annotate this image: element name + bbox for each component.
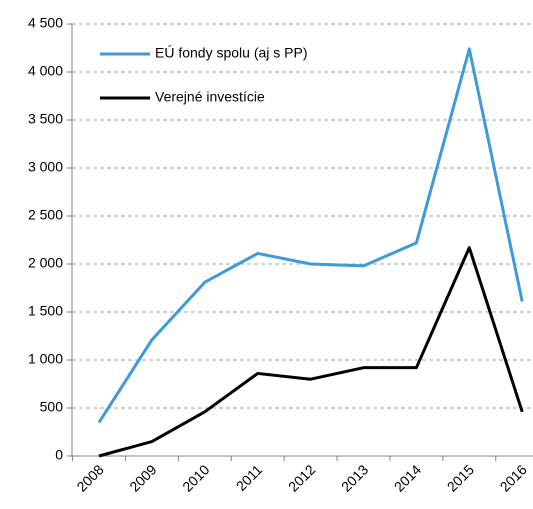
- y-tick-label: 2 000: [28, 255, 63, 271]
- x-tick-label: 2014: [391, 461, 424, 494]
- y-tick-label: 3 000: [28, 159, 63, 175]
- x-tick-label: 2011: [233, 461, 266, 494]
- legend-label: Verejné investície: [155, 89, 265, 105]
- y-tick-label: 1 000: [28, 351, 63, 367]
- x-tick-label: 2015: [444, 461, 477, 494]
- x-tick-label: 2009: [126, 461, 159, 494]
- y-tick-label: 1 500: [28, 303, 63, 319]
- x-tick-label: 2008: [73, 461, 106, 494]
- y-tick-label: 500: [40, 399, 64, 415]
- x-tick-label: 2016: [497, 461, 530, 494]
- x-tick-label: 2013: [338, 461, 371, 494]
- y-tick-label: 2 500: [28, 207, 63, 223]
- x-tick-label: 2012: [285, 461, 318, 494]
- series-line: [98, 246, 524, 458]
- y-tick-label: 4 000: [28, 63, 63, 79]
- y-tick-label: 0: [55, 447, 63, 463]
- x-tick-label: 2010: [179, 461, 212, 494]
- series-line: [97, 47, 524, 424]
- legend-label: EÚ fondy spolu (aj s PP): [155, 45, 308, 61]
- y-tick-label: 3 500: [28, 111, 63, 127]
- y-tick-label: 4 500: [28, 15, 63, 31]
